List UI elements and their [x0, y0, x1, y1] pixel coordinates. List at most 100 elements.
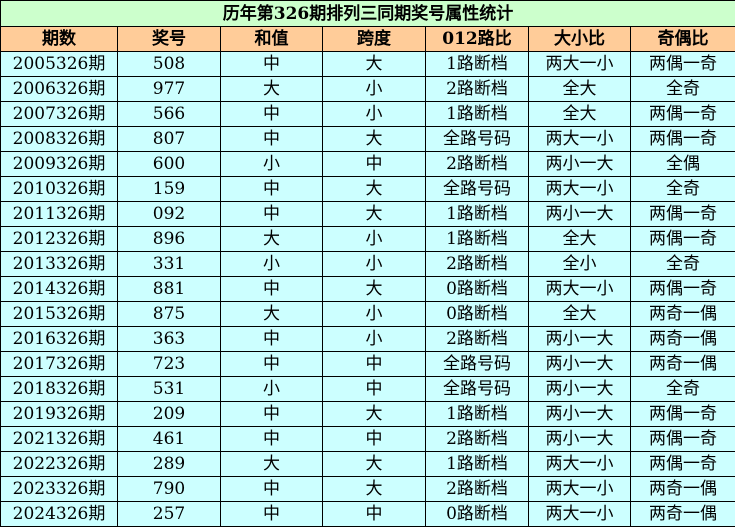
cell-sum: 大: [221, 77, 323, 102]
cell-size-ratio: 两小一大: [529, 427, 631, 452]
cell-sum: 小: [221, 377, 323, 402]
cell-sum: 小: [221, 152, 323, 177]
cell-number: 508: [118, 52, 221, 77]
cell-parity-ratio: 两偶一奇: [631, 277, 735, 302]
cell-number: 723: [118, 352, 221, 377]
cell-parity-ratio: 全奇: [631, 77, 735, 102]
cell-span: 大: [323, 452, 426, 477]
cell-sum: 中: [221, 327, 323, 352]
cell-number: 461: [118, 427, 221, 452]
cell-route-ratio: 1路断档: [426, 402, 529, 427]
cell-size-ratio: 全大: [529, 227, 631, 252]
cell-span: 小: [323, 302, 426, 327]
cell-sum: 中: [221, 127, 323, 152]
cell-number: 875: [118, 302, 221, 327]
cell-route-ratio: 全路号码: [426, 127, 529, 152]
table-title: 历年第326期排列三同期奖号属性统计: [1, 1, 735, 27]
cell-route-ratio: 1路断档: [426, 452, 529, 477]
cell-span: 小: [323, 252, 426, 277]
cell-route-ratio: 2路断档: [426, 327, 529, 352]
cell-size-ratio: 两大一小: [529, 52, 631, 77]
cell-span: 小: [323, 227, 426, 252]
cell-size-ratio: 两小一大: [529, 152, 631, 177]
cell-route-ratio: 0路断档: [426, 302, 529, 327]
cell-route-ratio: 全路号码: [426, 377, 529, 402]
cell-number: 363: [118, 327, 221, 352]
cell-parity-ratio: 两奇一偶: [631, 352, 735, 377]
cell-span: 小: [323, 102, 426, 127]
cell-route-ratio: 1路断档: [426, 52, 529, 77]
cell-number: 896: [118, 227, 221, 252]
cell-route-ratio: 2路断档: [426, 152, 529, 177]
cell-span: 中: [323, 502, 426, 527]
cell-period: 2019326期: [1, 402, 118, 427]
cell-span: 大: [323, 477, 426, 502]
cell-period: 2021326期: [1, 427, 118, 452]
cell-period: 2018326期: [1, 377, 118, 402]
cell-parity-ratio: 全偶: [631, 152, 735, 177]
cell-span: 中: [323, 427, 426, 452]
cell-span: 大: [323, 177, 426, 202]
cell-parity-ratio: 两奇一偶: [631, 502, 735, 527]
cell-period: 2008326期: [1, 127, 118, 152]
cell-parity-ratio: 全奇: [631, 252, 735, 277]
cell-sum: 大: [221, 227, 323, 252]
cell-period: 2005326期: [1, 52, 118, 77]
cell-number: 159: [118, 177, 221, 202]
cell-span: 小: [323, 77, 426, 102]
cell-span: 大: [323, 202, 426, 227]
cell-route-ratio: 1路断档: [426, 227, 529, 252]
cell-sum: 中: [221, 502, 323, 527]
cell-parity-ratio: 两偶一奇: [631, 52, 735, 77]
cell-span: 中: [323, 377, 426, 402]
cell-parity-ratio: 两偶一奇: [631, 127, 735, 152]
cell-size-ratio: 全大: [529, 102, 631, 127]
cell-route-ratio: 1路断档: [426, 102, 529, 127]
cell-span: 中: [323, 352, 426, 377]
cell-size-ratio: 两大一小: [529, 127, 631, 152]
header-size-ratio: 大小比: [529, 27, 631, 52]
cell-number: 209: [118, 402, 221, 427]
cell-number: 790: [118, 477, 221, 502]
cell-period: 2022326期: [1, 452, 118, 477]
cell-route-ratio: 1路断档: [426, 202, 529, 227]
cell-size-ratio: 全大: [529, 302, 631, 327]
cell-parity-ratio: 两偶一奇: [631, 452, 735, 477]
cell-number: 531: [118, 377, 221, 402]
cell-parity-ratio: 两奇一偶: [631, 327, 735, 352]
cell-number: 807: [118, 127, 221, 152]
cell-sum: 大: [221, 452, 323, 477]
cell-route-ratio: 2路断档: [426, 252, 529, 277]
cell-number: 977: [118, 77, 221, 102]
cell-sum: 中: [221, 352, 323, 377]
cell-number: 289: [118, 452, 221, 477]
cell-route-ratio: 全路号码: [426, 352, 529, 377]
cell-size-ratio: 两小一大: [529, 377, 631, 402]
cell-number: 566: [118, 102, 221, 127]
cell-parity-ratio: 两偶一奇: [631, 227, 735, 252]
cell-period: 2023326期: [1, 477, 118, 502]
header-span: 跨度: [323, 27, 426, 52]
cell-sum: 中: [221, 427, 323, 452]
cell-period: 2011326期: [1, 202, 118, 227]
cell-sum: 中: [221, 277, 323, 302]
cell-parity-ratio: 两偶一奇: [631, 427, 735, 452]
cell-sum: 中: [221, 177, 323, 202]
cell-route-ratio: 2路断档: [426, 77, 529, 102]
cell-size-ratio: 两小一大: [529, 352, 631, 377]
cell-route-ratio: 2路断档: [426, 427, 529, 452]
cell-period: 2014326期: [1, 277, 118, 302]
